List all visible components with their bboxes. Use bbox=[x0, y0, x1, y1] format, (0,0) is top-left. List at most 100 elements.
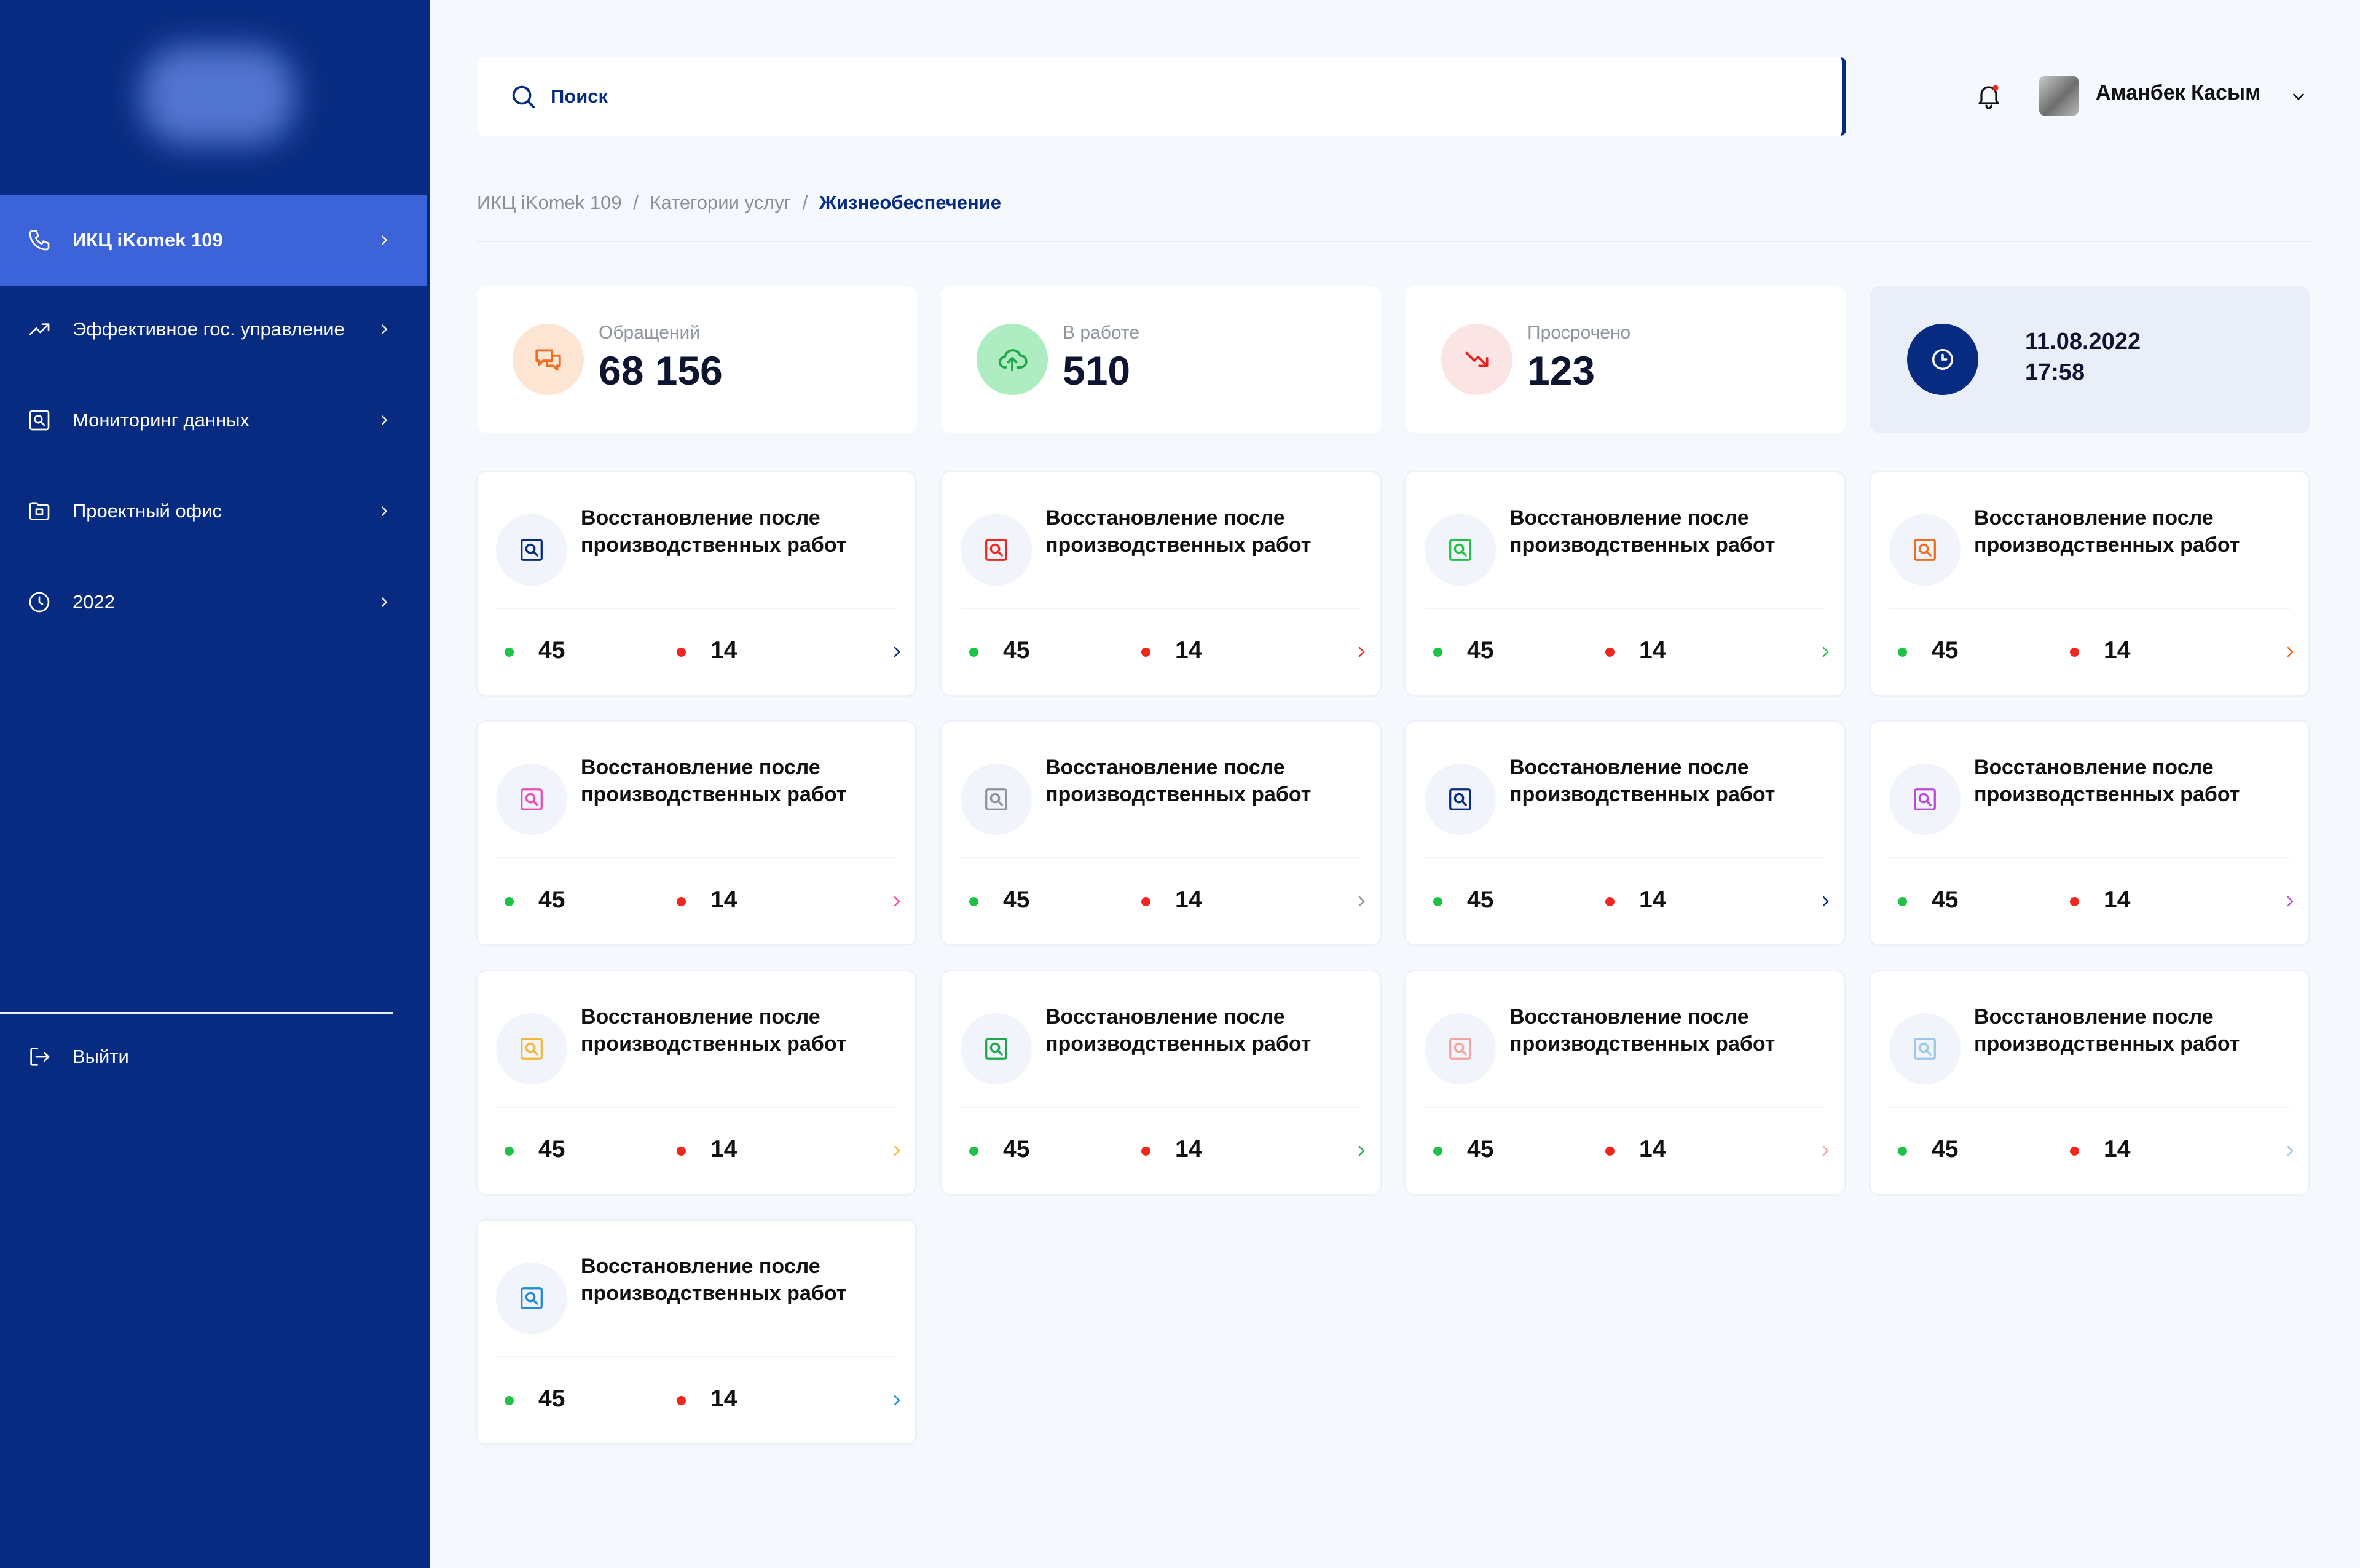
sidebar-item-label: Мониторинг данных bbox=[73, 409, 250, 431]
stat-datetime: 11.08.2022 17:58 bbox=[1870, 286, 2310, 433]
card-divider bbox=[1889, 608, 2290, 609]
sidebar-item-label: ИКЦ iKomek 109 bbox=[73, 229, 223, 251]
sidebar-item-label: Проектный офис bbox=[73, 500, 222, 522]
sidebar-item-monitoring[interactable]: Мониторинг данных bbox=[0, 375, 427, 466]
trend-down-icon bbox=[1441, 324, 1512, 395]
count-active: 45 bbox=[1003, 637, 1030, 664]
search-bar[interactable] bbox=[477, 57, 1846, 136]
category-card[interactable]: Восстановление после производственных ра… bbox=[1869, 471, 2310, 697]
chevron-right-icon[interactable] bbox=[884, 1139, 909, 1163]
status-dot-green bbox=[1898, 1147, 1907, 1156]
breadcrumb-item[interactable]: Категории услуг bbox=[650, 192, 792, 213]
breadcrumb-current: Жизнеобеспечение bbox=[819, 192, 1002, 213]
sidebar-item-year[interactable]: 2022 bbox=[0, 557, 427, 648]
sidebar-item-ikomek[interactable]: ИКЦ iKomek 109 bbox=[0, 195, 427, 286]
count-overdue: 14 bbox=[710, 637, 738, 664]
chevron-right-icon[interactable] bbox=[1349, 640, 1374, 664]
count-overdue: 14 bbox=[1639, 887, 1666, 913]
logout-button[interactable]: Выйти bbox=[0, 1011, 427, 1102]
category-card[interactable]: Восстановление после производственных ра… bbox=[476, 471, 917, 697]
category-icon bbox=[1889, 764, 1961, 835]
breadcrumb-item[interactable]: ИКЦ iKomek 109 bbox=[477, 192, 622, 213]
card-divider bbox=[496, 857, 897, 858]
search-icon bbox=[508, 81, 538, 112]
chevron-right-icon[interactable] bbox=[2278, 889, 2302, 914]
logo[interactable] bbox=[141, 46, 295, 144]
card-divider bbox=[496, 608, 897, 609]
notification-bell-icon[interactable] bbox=[1972, 79, 2006, 113]
category-icon bbox=[1425, 514, 1496, 586]
status-dot-red bbox=[2070, 897, 2079, 906]
logout-icon bbox=[26, 1043, 53, 1070]
chevron-right-icon[interactable] bbox=[884, 640, 909, 664]
category-card[interactable]: Восстановление после производственных ра… bbox=[476, 720, 917, 946]
status-dot-green bbox=[505, 1147, 514, 1156]
category-card[interactable]: Восстановление после производственных ра… bbox=[1404, 471, 1846, 697]
stat-value: 68 156 bbox=[599, 348, 723, 393]
breadcrumb-separator: / bbox=[802, 192, 808, 213]
category-icon bbox=[1889, 514, 1961, 586]
category-icon bbox=[961, 514, 1032, 586]
user-name[interactable]: Аманбек Касым bbox=[2096, 81, 2261, 104]
status-dot-red bbox=[677, 897, 686, 906]
status-dot-green bbox=[1898, 648, 1907, 657]
chevron-right-icon[interactable] bbox=[1813, 640, 1838, 664]
chevron-right-icon[interactable] bbox=[884, 1388, 909, 1413]
search-input[interactable] bbox=[551, 85, 1657, 108]
category-title: Восстановление после производственных ра… bbox=[581, 1255, 847, 1305]
count-overdue: 14 bbox=[1639, 1136, 1666, 1162]
category-title: Восстановление после производственных ра… bbox=[1045, 1005, 1312, 1056]
chevron-right-icon bbox=[372, 408, 396, 433]
category-title: Восстановление после производственных ра… bbox=[1974, 506, 2240, 557]
category-card[interactable]: Восстановление после производственных ра… bbox=[940, 970, 1382, 1196]
count-active: 45 bbox=[538, 1136, 565, 1162]
chevron-right-icon bbox=[372, 228, 396, 253]
status-dot-red bbox=[2070, 648, 2079, 657]
chevron-right-icon[interactable] bbox=[1813, 1139, 1838, 1163]
status-dot-red bbox=[677, 1147, 686, 1156]
category-card[interactable]: Восстановление после производственных ра… bbox=[476, 970, 917, 1196]
category-icon bbox=[496, 1013, 567, 1084]
chevron-right-icon[interactable] bbox=[1813, 889, 1838, 914]
category-card[interactable]: Восстановление после производственных ра… bbox=[940, 471, 1382, 697]
category-title: Восстановление после производственных ра… bbox=[1509, 1005, 1776, 1056]
chevron-right-icon[interactable] bbox=[884, 889, 909, 914]
category-card[interactable]: Восстановление после производственных ра… bbox=[1869, 720, 2310, 946]
status-dot-green bbox=[1898, 897, 1907, 906]
card-divider bbox=[1425, 608, 1825, 609]
category-title: Восстановление после производственных ра… bbox=[1974, 756, 2240, 806]
category-title: Восстановление после производственных ра… bbox=[581, 756, 847, 806]
sidebar-item-project-office[interactable]: Проектный офис bbox=[0, 466, 427, 557]
category-card[interactable]: Восстановление после производственных ра… bbox=[940, 720, 1382, 946]
count-active: 45 bbox=[1467, 637, 1494, 664]
status-dot-red bbox=[677, 1396, 686, 1405]
phone-icon bbox=[26, 227, 53, 254]
clock-icon bbox=[26, 589, 53, 616]
card-divider bbox=[1889, 857, 2290, 858]
chevron-right-icon bbox=[372, 499, 396, 523]
category-card[interactable]: Восстановление после производственных ра… bbox=[476, 1219, 917, 1445]
sidebar-divider bbox=[0, 1012, 393, 1014]
count-overdue: 14 bbox=[1175, 1136, 1202, 1162]
avatar[interactable] bbox=[2039, 76, 2079, 116]
category-card[interactable]: Восстановление после производственных ра… bbox=[1404, 970, 1846, 1196]
status-dot-red bbox=[1141, 648, 1150, 657]
category-title: Восстановление после производственных ра… bbox=[581, 1005, 847, 1056]
sidebar-item-label: Эффективное гос. управление bbox=[73, 318, 345, 340]
chevron-right-icon[interactable] bbox=[1349, 1139, 1374, 1163]
chevron-down-icon[interactable] bbox=[2286, 84, 2311, 109]
stat-value: 510 bbox=[1063, 348, 1131, 393]
status-dot-red bbox=[1605, 1147, 1615, 1156]
chevron-right-icon[interactable] bbox=[1349, 889, 1374, 914]
chevron-right-icon[interactable] bbox=[2278, 640, 2302, 664]
category-icon bbox=[496, 1263, 567, 1334]
stat-value: 123 bbox=[1527, 348, 1595, 393]
sidebar-item-gov[interactable]: Эффективное гос. управление bbox=[0, 284, 427, 375]
stat-label: Обращений bbox=[599, 323, 700, 343]
card-divider bbox=[496, 1356, 897, 1357]
category-card[interactable]: Восстановление после производственных ра… bbox=[1869, 970, 2310, 1196]
current-date: 11.08.2022 bbox=[2025, 329, 2141, 355]
count-overdue: 14 bbox=[710, 1136, 738, 1162]
chevron-right-icon[interactable] bbox=[2278, 1139, 2302, 1163]
category-card[interactable]: Восстановление после производственных ра… bbox=[1404, 720, 1846, 946]
